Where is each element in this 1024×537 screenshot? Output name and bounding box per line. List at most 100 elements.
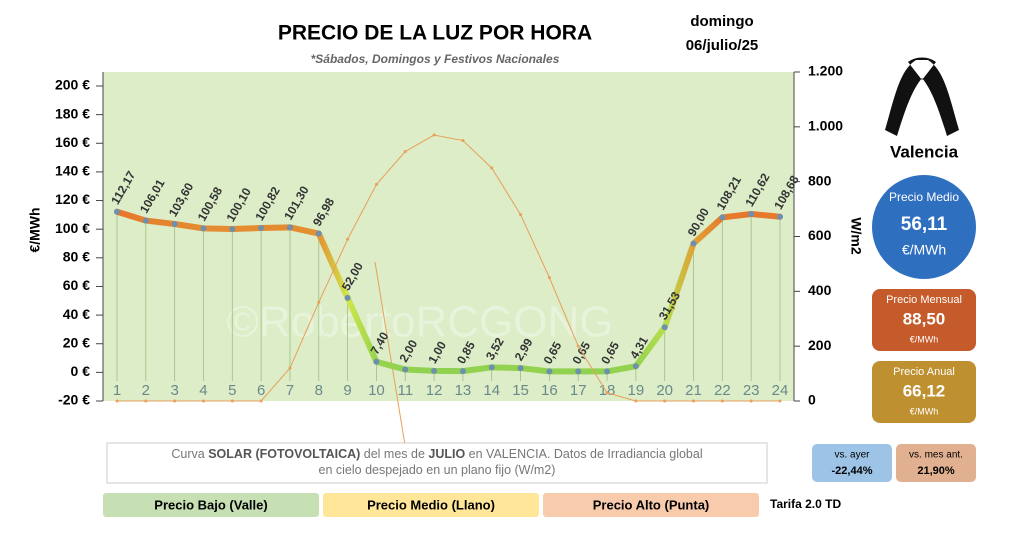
x-tick-label: 6 bbox=[257, 382, 265, 399]
price-point bbox=[575, 368, 582, 375]
year-card bbox=[872, 361, 976, 423]
x-tick-label: 24 bbox=[772, 382, 789, 399]
vs_month-card bbox=[896, 444, 976, 482]
solar-point bbox=[374, 182, 378, 186]
price-point bbox=[661, 324, 668, 331]
y2-tick-label: 800 bbox=[808, 172, 832, 188]
chart-title: PRECIO DE LA LUZ POR HORA bbox=[278, 22, 592, 45]
price-point bbox=[258, 225, 265, 232]
avg-unit: €/MWh bbox=[902, 242, 946, 258]
solar-point bbox=[346, 237, 350, 241]
caption-part: del mes de bbox=[360, 447, 428, 461]
plot-area bbox=[103, 72, 794, 401]
y-tick-label: 60 € bbox=[63, 277, 90, 293]
price-point bbox=[344, 294, 351, 301]
tariff: Tarifa 2.0 TD bbox=[770, 497, 841, 511]
solar-point bbox=[634, 399, 638, 403]
avg-label: Precio Medio bbox=[889, 190, 959, 204]
caption-part: en VALENCIA. Datos de Irradiancia global bbox=[465, 447, 702, 461]
year-label: Precio Anual bbox=[893, 366, 955, 378]
legend-label: Precio Medio (Llano) bbox=[367, 497, 495, 512]
caption: Curva SOLAR (FOTOVOLTAICA) del mes de JU… bbox=[171, 447, 702, 461]
y-tick-label: 160 € bbox=[55, 134, 90, 150]
price-point bbox=[373, 358, 380, 365]
subtitle: *Sábados, Domingos y Festivos Nacionales bbox=[311, 52, 560, 66]
vs_month-value: 21,90% bbox=[917, 465, 955, 477]
vs_day-card bbox=[812, 444, 892, 482]
x-tick-label: 2 bbox=[142, 382, 150, 399]
solar-line bbox=[117, 134, 780, 402]
solar-point bbox=[201, 399, 205, 403]
price-point bbox=[431, 367, 438, 374]
avg-value: 56,11 bbox=[901, 214, 948, 235]
y-tick-label: 200 € bbox=[55, 77, 90, 93]
price-point bbox=[690, 240, 697, 247]
solar-point bbox=[778, 399, 782, 403]
year-unit: €/MWh bbox=[910, 406, 939, 416]
price-point bbox=[402, 366, 409, 373]
x-tick-label: 15 bbox=[512, 382, 529, 399]
x-tick-label: 18 bbox=[599, 382, 616, 399]
x-tick-label: 12 bbox=[426, 382, 443, 399]
legend-label: Precio Bajo (Valle) bbox=[154, 497, 267, 512]
y-tick-label: 0 € bbox=[71, 363, 91, 379]
solar-point bbox=[663, 399, 667, 403]
caption-box bbox=[106, 442, 768, 484]
solar-point bbox=[259, 399, 263, 403]
vs_day-label: vs. ayer bbox=[834, 450, 870, 461]
price-point bbox=[632, 363, 639, 370]
y-tick-label: 40 € bbox=[63, 306, 90, 322]
price-point bbox=[114, 208, 120, 215]
solar-point bbox=[605, 391, 609, 395]
y-tick-label: 180 € bbox=[55, 105, 90, 121]
price-point bbox=[200, 225, 207, 232]
year-value: 66,12 bbox=[903, 381, 946, 400]
solar-point bbox=[576, 344, 580, 348]
solar-point bbox=[115, 399, 119, 403]
month-unit: €/MWh bbox=[910, 334, 939, 344]
x-tick-label: 16 bbox=[541, 382, 558, 399]
y-axis-label: €/MWh bbox=[27, 207, 43, 252]
price-point bbox=[517, 365, 524, 372]
solar-point bbox=[317, 300, 321, 304]
x-tick-label: 7 bbox=[286, 382, 294, 399]
x-tick-label: 1 bbox=[113, 382, 121, 399]
x-tick-label: 4 bbox=[199, 382, 207, 399]
solar-point bbox=[692, 399, 696, 403]
price-point bbox=[315, 230, 322, 237]
legend-label: Precio Alto (Punta) bbox=[593, 497, 710, 512]
x-tick-label: 5 bbox=[228, 382, 236, 399]
x-tick-label: 19 bbox=[628, 382, 645, 399]
y2-tick-label: 0 bbox=[808, 392, 816, 408]
x-tick-label: 9 bbox=[343, 382, 351, 399]
month-value: 88,50 bbox=[903, 309, 946, 328]
y-tick-label: 140 € bbox=[55, 163, 90, 179]
caption-part: en cielo despejado en un plano fijo (W/m… bbox=[319, 463, 556, 477]
solar-point bbox=[519, 213, 523, 217]
x-tick-label: 8 bbox=[315, 382, 323, 399]
legend-band bbox=[543, 493, 759, 517]
x-tick-label: 21 bbox=[685, 382, 702, 399]
y-tick-label: 80 € bbox=[63, 249, 90, 265]
day: domingo bbox=[690, 13, 753, 30]
y2-tick-label: 200 bbox=[808, 337, 832, 353]
y-tick-label: 100 € bbox=[55, 220, 90, 236]
y2-tick-label: 400 bbox=[808, 282, 832, 298]
price-point bbox=[171, 221, 178, 228]
solar-point bbox=[144, 399, 148, 403]
y2-tick-label: 1.200 bbox=[808, 63, 843, 79]
price-point bbox=[748, 210, 755, 217]
price-point bbox=[546, 368, 553, 375]
x-tick-label: 23 bbox=[743, 382, 760, 399]
y-tick-label: 120 € bbox=[55, 191, 90, 207]
x-tick-label: 13 bbox=[455, 382, 472, 399]
price-point bbox=[142, 217, 149, 224]
price-point bbox=[459, 368, 466, 375]
x-tick-label: 10 bbox=[368, 382, 385, 399]
vs_month-label: vs. mes ant. bbox=[909, 450, 963, 461]
solar-point bbox=[432, 133, 436, 137]
price-point bbox=[286, 224, 293, 231]
x-tick-label: 3 bbox=[170, 382, 178, 399]
solar-point bbox=[288, 366, 292, 370]
price-point bbox=[604, 368, 611, 375]
